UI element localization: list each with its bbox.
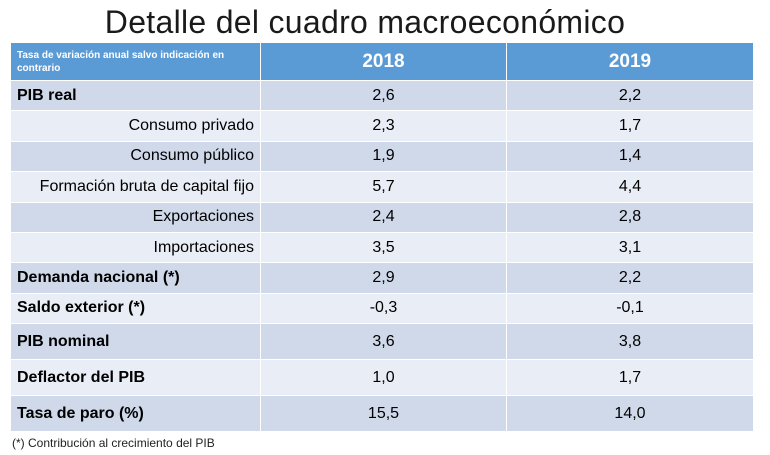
table-row: Tasa de paro (%) 15,5 14,0 (10, 395, 754, 433)
cell-2019: 2,2 (506, 79, 754, 112)
cell-2019: 3,8 (506, 323, 754, 361)
cell-2019: 1,4 (506, 140, 754, 173)
cell-2019: 3,1 (506, 231, 754, 264)
macro-table: Tasa de variación anual salvo indicación… (10, 42, 754, 433)
row-label: Exportaciones (10, 201, 261, 233)
row-label: PIB nominal (10, 323, 261, 361)
row-label: Consumo público (10, 140, 261, 173)
table-row: Demanda nacional (*) 2,9 2,2 (10, 262, 754, 294)
footnote: (*) Contribución al crecimiento del PIB (12, 436, 215, 450)
table-row: Formación bruta de capital fijo 5,7 4,4 (10, 171, 754, 203)
cell-2019: -0,1 (506, 292, 754, 325)
cell-2019: 1,7 (506, 110, 754, 142)
table-row: PIB nominal 3,6 3,8 (10, 323, 754, 361)
column-header-2018: 2018 (260, 42, 507, 81)
cell-2019: 1,7 (506, 359, 754, 397)
cell-2018: 3,6 (260, 323, 507, 361)
table-row: Saldo exterior (*) -0,3 -0,1 (10, 292, 754, 325)
cell-2018: 15,5 (260, 395, 507, 433)
cell-2019: 2,8 (506, 201, 754, 233)
table-row: Deflactor del PIB 1,0 1,7 (10, 359, 754, 397)
header-note: Tasa de variación anual salvo indicación… (10, 42, 261, 81)
table-row: Exportaciones 2,4 2,8 (10, 201, 754, 233)
table-row: PIB real 2,6 2,2 (10, 79, 754, 112)
row-label: Formación bruta de capital fijo (10, 171, 261, 203)
row-label: Saldo exterior (*) (10, 292, 261, 325)
cell-2018: 1,0 (260, 359, 507, 397)
cell-2019: 2,2 (506, 262, 754, 294)
cell-2018: 5,7 (260, 171, 507, 203)
cell-2019: 14,0 (506, 395, 754, 433)
cell-2019: 4,4 (506, 171, 754, 203)
cell-2018: 3,5 (260, 231, 507, 264)
row-label: Demanda nacional (*) (10, 262, 261, 294)
cell-2018: 2,9 (260, 262, 507, 294)
table-row: Consumo privado 2,3 1,7 (10, 110, 754, 142)
row-label: Consumo privado (10, 110, 261, 142)
row-label: PIB real (10, 79, 261, 112)
table-row: Importaciones 3,5 3,1 (10, 231, 754, 264)
cell-2018: 2,4 (260, 201, 507, 233)
cell-2018: 2,3 (260, 110, 507, 142)
table-header-row: Tasa de variación anual salvo indicación… (10, 42, 754, 81)
cell-2018: 1,9 (260, 140, 507, 173)
cell-2018: 2,6 (260, 79, 507, 112)
row-label: Deflactor del PIB (10, 359, 261, 397)
row-label: Tasa de paro (%) (10, 395, 261, 433)
page-title: Detalle del cuadro macroeconómico (104, 4, 626, 40)
column-header-2019: 2019 (506, 42, 754, 81)
table-row: Consumo público 1,9 1,4 (10, 140, 754, 173)
cell-2018: -0,3 (260, 292, 507, 325)
row-label: Importaciones (10, 231, 261, 264)
